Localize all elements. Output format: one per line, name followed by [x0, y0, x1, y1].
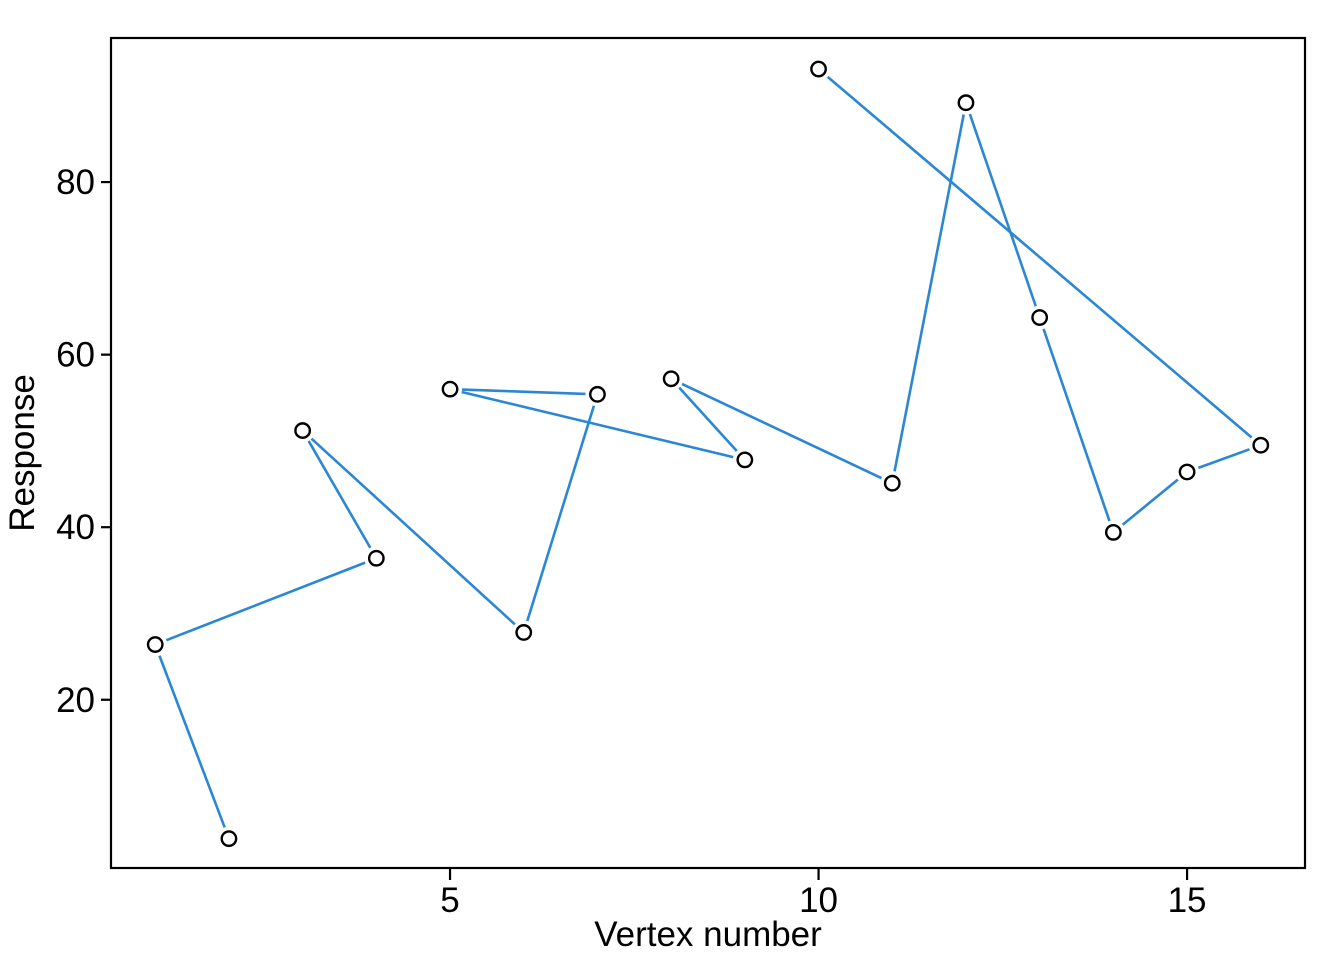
- path-segment: [526, 405, 596, 622]
- path-segment: [307, 440, 372, 549]
- x-axis-title: Vertex number: [594, 915, 822, 954]
- data-point-vertex-3: [294, 422, 312, 439]
- data-point-vertex-4: [367, 549, 385, 567]
- data-point-vertex-13: [1031, 309, 1049, 326]
- path-segment: [826, 75, 1253, 439]
- path-segment: [310, 437, 516, 626]
- path-segment: [461, 390, 734, 459]
- y-tick-label: 60: [56, 336, 95, 375]
- path-segment: [681, 382, 882, 480]
- path-segment: [1121, 478, 1179, 526]
- data-point-vertex-9: [736, 451, 754, 469]
- x-axis: 5 10 15: [440, 868, 1207, 920]
- data-point-vertex-16: [1252, 436, 1270, 454]
- path-segment: [968, 113, 1038, 307]
- data-point-vertex-11: [883, 474, 901, 492]
- y-axis: 20 40 60 80: [56, 163, 111, 720]
- path-segment: [1197, 448, 1250, 470]
- y-tick-label: 40: [56, 508, 95, 547]
- data-point-vertex-5: [441, 380, 459, 398]
- data-series: [146, 60, 1270, 848]
- plot-box: [109, 36, 1307, 870]
- x-tick-label: 15: [1168, 881, 1207, 920]
- data-point-vertex-1: [146, 636, 164, 653]
- path-segment: [158, 655, 226, 828]
- data-point-vertex-15: [1178, 463, 1196, 481]
- x-tick-label: 5: [440, 881, 459, 920]
- x-tick-label: 10: [799, 881, 838, 920]
- path-segment: [893, 114, 965, 472]
- data-point-vertex-10: [810, 60, 827, 78]
- y-tick-label: 80: [56, 163, 95, 202]
- path-segment: [165, 561, 366, 642]
- path-segment: [1042, 328, 1111, 522]
- y-axis-title: Response: [3, 374, 42, 532]
- data-point-vertex-14: [1104, 523, 1122, 541]
- path-segment: [461, 388, 586, 396]
- data-point-vertex-8: [662, 370, 680, 388]
- path-segment: [678, 386, 738, 452]
- data-point-vertex-2: [220, 830, 238, 848]
- data-point-vertex-7: [589, 385, 606, 403]
- data-point-vertex-12: [957, 94, 975, 112]
- data-point-vertex-6: [515, 624, 533, 641]
- y-tick-label: 20: [56, 681, 95, 720]
